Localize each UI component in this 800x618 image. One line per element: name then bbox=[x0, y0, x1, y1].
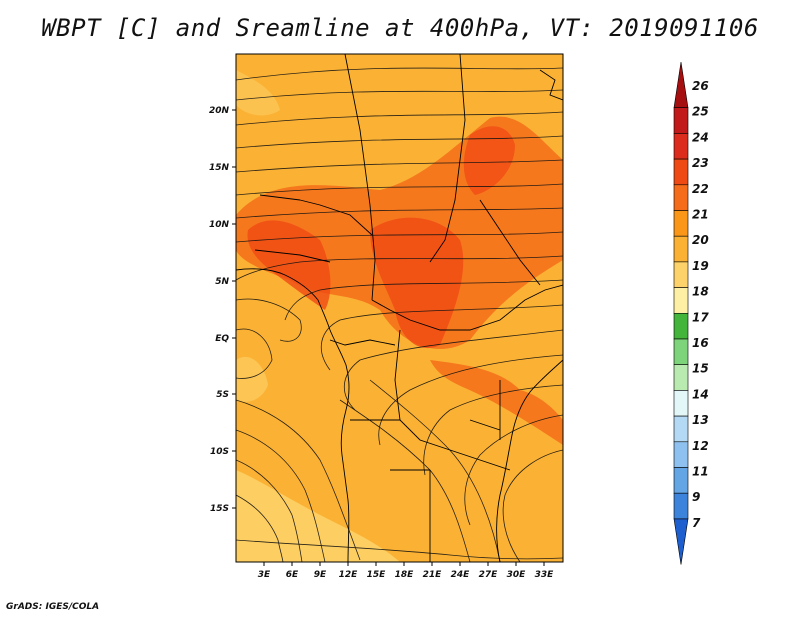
colorbar-label: 18 bbox=[692, 285, 709, 299]
colorbar-label: 12 bbox=[692, 439, 709, 453]
lon-tick-label: 24E bbox=[451, 570, 471, 580]
colorbar-swatch bbox=[673, 287, 689, 314]
colorbar-label: 17 bbox=[692, 310, 709, 324]
colorbar-label: 21 bbox=[692, 208, 709, 222]
lat-tick-label: EQ bbox=[215, 334, 229, 344]
lon-tick-label: 33E bbox=[535, 570, 555, 580]
colorbar-label: 26 bbox=[692, 79, 709, 93]
colorbar-label: 13 bbox=[692, 413, 709, 427]
colorbar-swatch bbox=[673, 441, 689, 468]
lon-tick-label: 3E bbox=[258, 570, 271, 580]
wbpt-20-patch-northwest bbox=[236, 70, 280, 116]
colorbar-label: 24 bbox=[692, 130, 709, 144]
colorbar-label: 23 bbox=[692, 156, 709, 170]
lon-tick-label: 9E bbox=[314, 570, 327, 580]
colorbar-swatch bbox=[673, 107, 689, 134]
colorbar-swatch bbox=[673, 390, 689, 417]
colorbar-bottom-arrow bbox=[673, 518, 689, 565]
colorbar: 26 25 24 23 22 21 20 19 18 17 16 15 14 13 12 11 9 7 bbox=[673, 61, 709, 565]
colorbar-swatch bbox=[673, 338, 689, 366]
colorbar-label: 14 bbox=[692, 387, 709, 401]
colorbar-swatch bbox=[673, 210, 689, 237]
coastlines-and-borders bbox=[236, 54, 563, 562]
streamlines bbox=[236, 67, 563, 562]
colorbar-swatch bbox=[673, 492, 689, 520]
lon-tick-label: 27E bbox=[479, 570, 499, 580]
colorbar-swatch bbox=[673, 133, 689, 160]
colorbar-swatch bbox=[673, 261, 689, 288]
map-title: WBPT [C] and Sreamline at 400hPa, VT: 20… bbox=[41, 14, 759, 42]
wbpt-23-core-central bbox=[370, 217, 464, 349]
colorbar-swatch bbox=[673, 184, 689, 211]
colorbar-swatch bbox=[673, 158, 689, 186]
colorbar-swatch bbox=[673, 467, 689, 494]
colorbar-label: 9 bbox=[692, 490, 700, 504]
lon-tick-label: 18E bbox=[395, 570, 415, 580]
wbpt-22-band-east bbox=[430, 360, 563, 445]
wbpt-20-patch-west bbox=[236, 356, 268, 402]
lon-tick-label: 12E bbox=[339, 570, 359, 580]
lat-axis bbox=[232, 109, 236, 509]
lat-tick-label: 5S bbox=[216, 390, 229, 400]
colorbar-swatch bbox=[673, 312, 689, 340]
software-credit: GrADS: IGES/COLA bbox=[6, 602, 100, 612]
lat-tick-label: 20N bbox=[209, 106, 230, 116]
map-frame bbox=[235, 53, 564, 563]
colorbar-label: 22 bbox=[692, 182, 709, 196]
lat-tick-label: 5N bbox=[215, 277, 229, 287]
colorbar-label: 7 bbox=[692, 516, 701, 530]
colorbar-label: 25 bbox=[692, 105, 709, 119]
lon-tick-label: 6E bbox=[286, 570, 299, 580]
colorbar-label: 11 bbox=[692, 465, 709, 479]
lat-tick-label: 10S bbox=[210, 447, 229, 457]
colorbar-label: 19 bbox=[692, 259, 709, 273]
wbpt-23-core-northeast bbox=[463, 126, 515, 195]
colorbar-label: 15 bbox=[692, 362, 709, 376]
lon-tick-label: 30E bbox=[507, 570, 527, 580]
lon-axis bbox=[263, 562, 545, 566]
colorbar-top-arrow bbox=[673, 61, 689, 108]
colorbar-swatch bbox=[673, 364, 689, 391]
colorbar-swatch bbox=[673, 415, 689, 443]
lat-tick-label: 15S bbox=[210, 504, 229, 514]
colorbar-label: 16 bbox=[692, 336, 709, 350]
lon-tick-label: 15E bbox=[367, 570, 387, 580]
lat-tick-label: 10N bbox=[209, 220, 230, 230]
colorbar-swatch bbox=[673, 235, 689, 263]
lat-tick-label: 15N bbox=[209, 163, 230, 173]
lon-tick-label: 21E bbox=[423, 570, 443, 580]
map-panel bbox=[236, 54, 563, 562]
wbpt-23-core-west bbox=[247, 220, 331, 310]
wbpt-20-patch-southwest bbox=[236, 470, 400, 562]
colorbar-label: 20 bbox=[692, 233, 709, 247]
